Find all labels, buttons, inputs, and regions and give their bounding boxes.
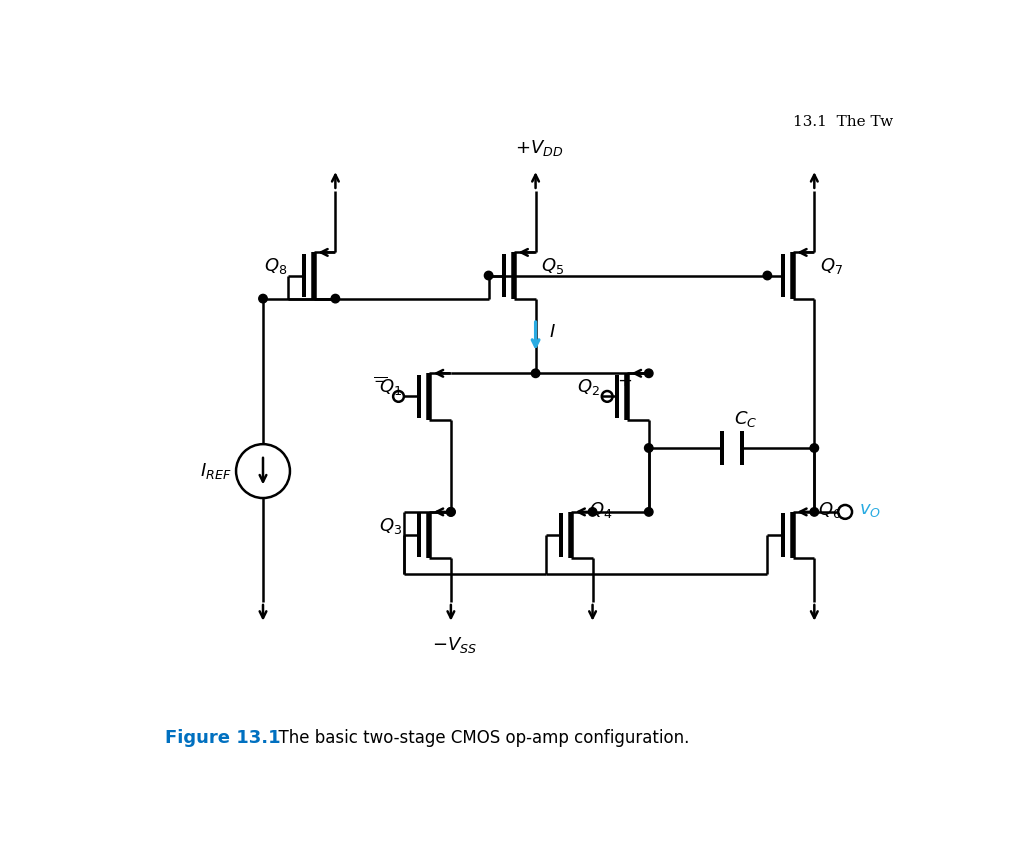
Text: $Q_1$: $Q_1$ bbox=[379, 377, 402, 397]
Text: $Q_8$: $Q_8$ bbox=[263, 256, 287, 276]
Text: $Q_2$: $Q_2$ bbox=[578, 377, 600, 397]
Text: $+$: $+$ bbox=[617, 372, 633, 390]
Circle shape bbox=[446, 508, 455, 516]
Circle shape bbox=[446, 508, 455, 516]
Text: $I$: $I$ bbox=[549, 324, 556, 341]
Circle shape bbox=[810, 508, 818, 516]
Text: Figure 13.1: Figure 13.1 bbox=[165, 728, 281, 746]
Circle shape bbox=[644, 508, 653, 516]
Text: $I_{REF}$: $I_{REF}$ bbox=[200, 461, 231, 481]
Text: $\overline{-}$: $\overline{-}$ bbox=[374, 374, 388, 388]
Circle shape bbox=[589, 508, 597, 516]
Text: $Q_6$: $Q_6$ bbox=[818, 500, 842, 521]
Text: $v_O$: $v_O$ bbox=[859, 502, 881, 519]
Circle shape bbox=[810, 444, 818, 452]
Circle shape bbox=[531, 369, 540, 377]
Text: $C_C$: $C_C$ bbox=[734, 409, 757, 429]
Circle shape bbox=[484, 272, 493, 279]
Text: $+V_{DD}$: $+V_{DD}$ bbox=[515, 138, 563, 157]
Text: $Q_3$: $Q_3$ bbox=[379, 516, 402, 535]
Circle shape bbox=[644, 369, 653, 377]
Text: $Q_7$: $Q_7$ bbox=[820, 256, 843, 276]
Circle shape bbox=[331, 294, 340, 303]
Circle shape bbox=[259, 294, 267, 303]
Circle shape bbox=[763, 272, 772, 279]
Text: The basic two-stage CMOS op-amp configuration.: The basic two-stage CMOS op-amp configur… bbox=[267, 728, 689, 746]
Text: $-V_{SS}$: $-V_{SS}$ bbox=[432, 635, 477, 655]
Circle shape bbox=[644, 444, 653, 452]
Text: $Q_5$: $Q_5$ bbox=[541, 256, 564, 276]
Text: $Q_4$: $Q_4$ bbox=[589, 500, 612, 521]
Text: 13.1  The Tw: 13.1 The Tw bbox=[793, 114, 893, 129]
